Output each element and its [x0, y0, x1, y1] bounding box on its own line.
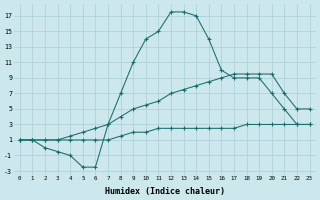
- X-axis label: Humidex (Indice chaleur): Humidex (Indice chaleur): [105, 187, 225, 196]
